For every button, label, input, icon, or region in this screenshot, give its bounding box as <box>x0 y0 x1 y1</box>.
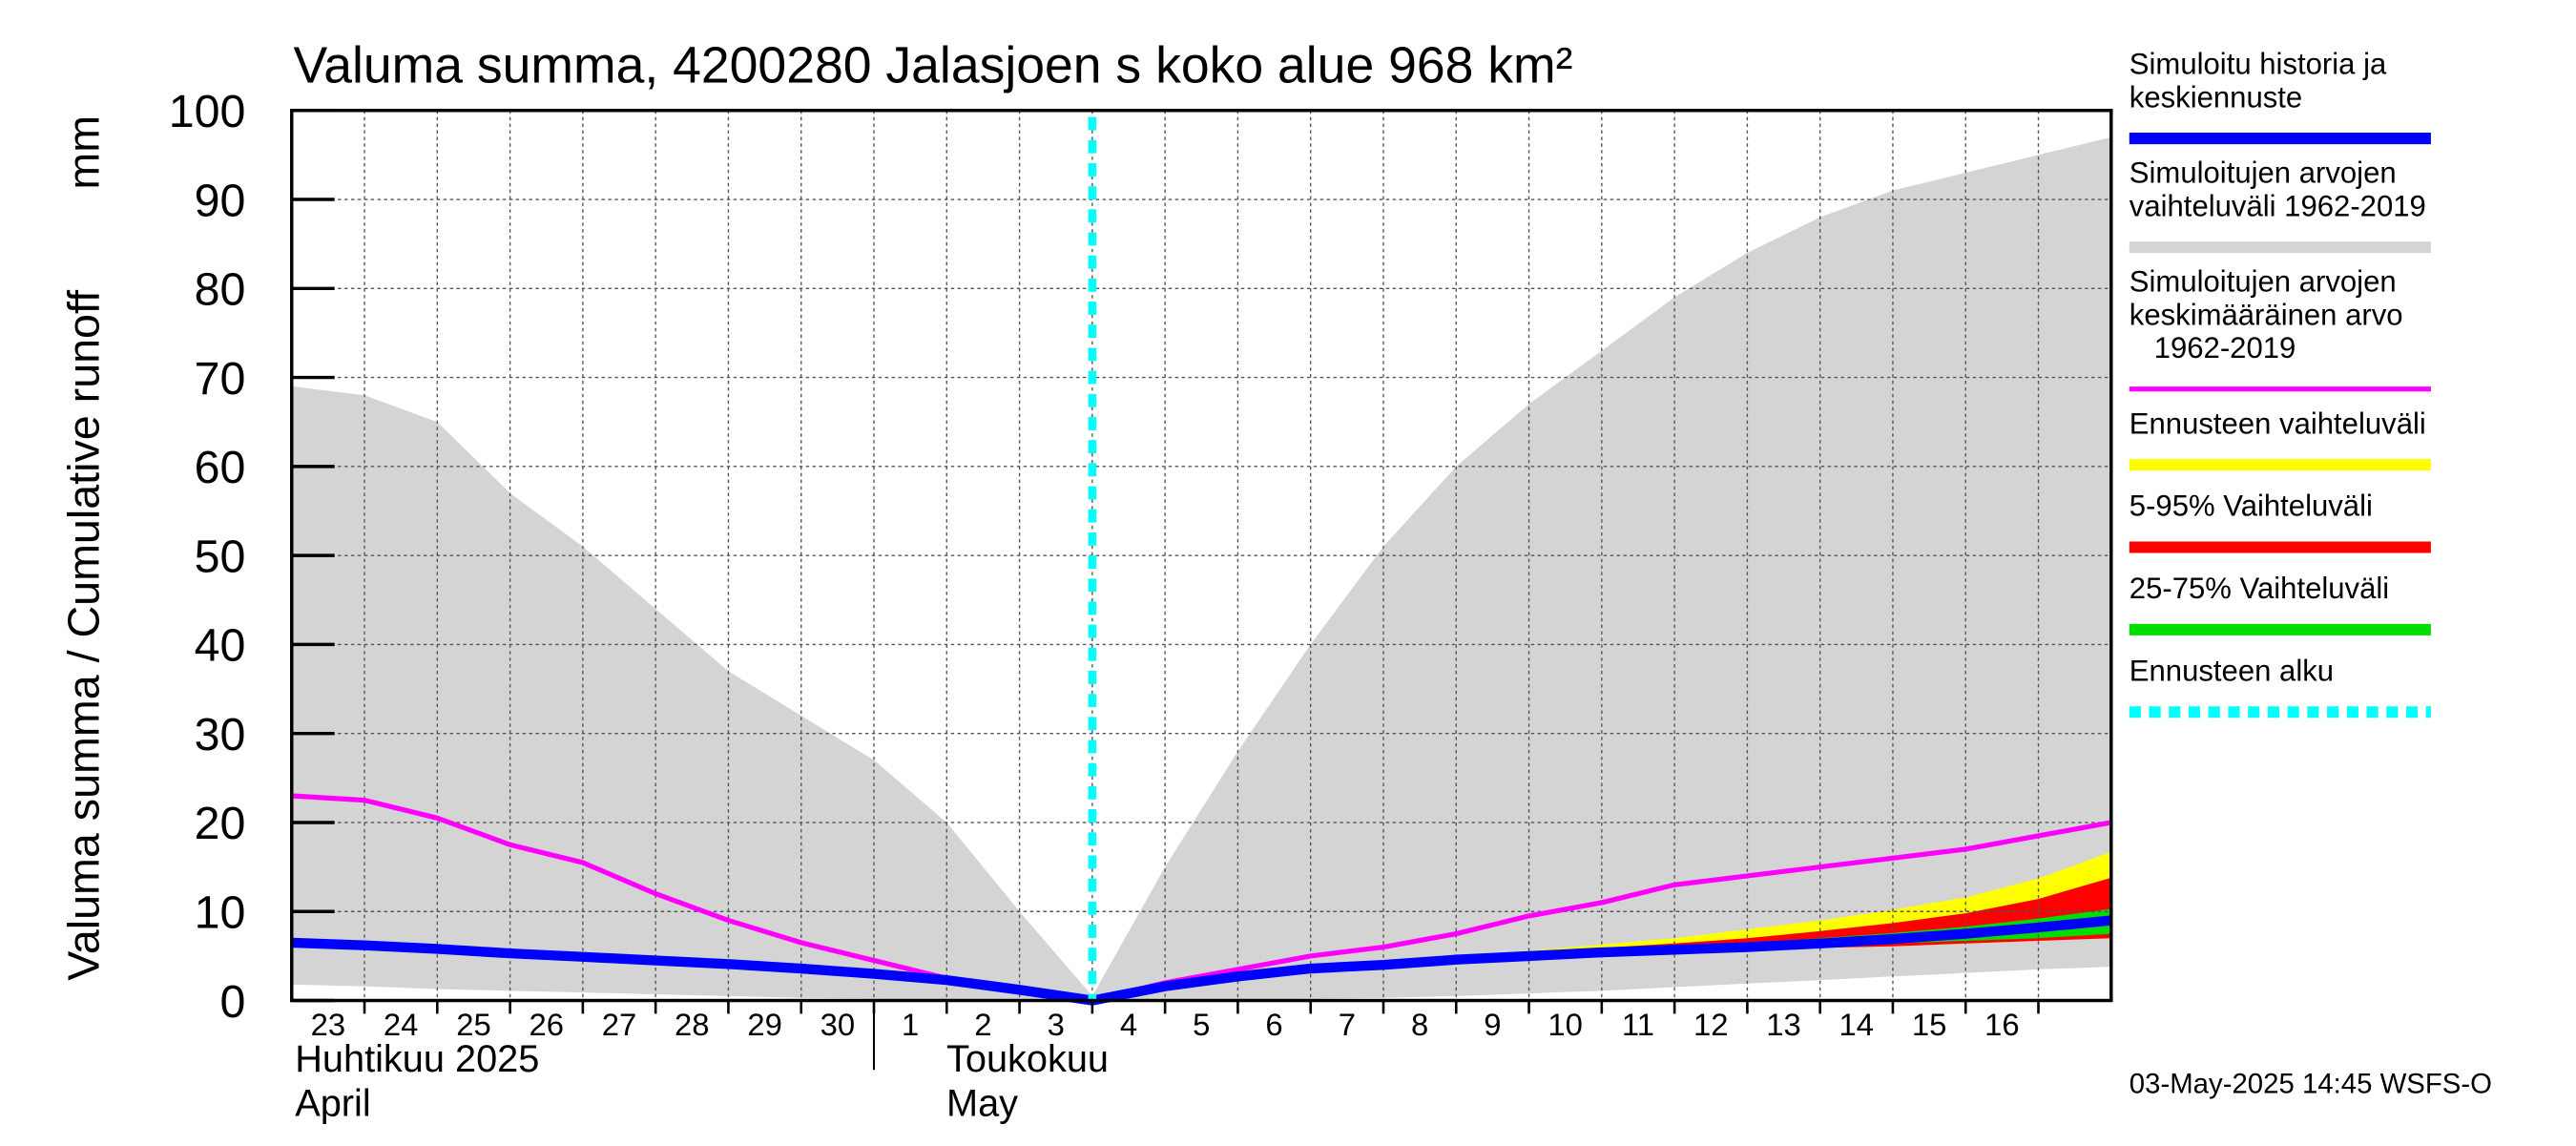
x-tick-label: 1 <box>902 1007 919 1042</box>
line-simuloitujen-arvojen-keskim-r-inen-arvo-1962-2019 <box>291 793 2112 1004</box>
x-tick-label: 7 <box>1339 1007 1356 1042</box>
legend-label: keskiennuste <box>2129 80 2302 114</box>
x-tick-label: 30 <box>821 1007 856 1042</box>
x-tick-label: 6 <box>1265 1007 1282 1042</box>
series-lines <box>291 116 2112 1006</box>
y-tick-label: 0 <box>219 976 245 1028</box>
month-label-fi: Toukokuu <box>946 1038 1109 1080</box>
x-tick-label: 25 <box>456 1007 491 1042</box>
line-simuloitu-historia-ja-keskiennuste <box>291 915 2112 1006</box>
month-label-en: May <box>946 1082 1018 1124</box>
legend-label: Simuloitu historia ja <box>2129 48 2387 81</box>
x-tick-label: 13 <box>1766 1007 1800 1042</box>
y-tick-label: 80 <box>195 264 246 316</box>
y-axis-unit: mm <box>59 115 109 190</box>
y-axis-label: Valuma summa / Cumulative runoff <box>59 289 109 981</box>
legend-label: vaihteluväli 1962-2019 <box>2129 189 2426 222</box>
x-tick-label: 10 <box>1548 1007 1583 1042</box>
x-tick-label: 4 <box>1120 1007 1137 1042</box>
legend-label: 5-95% Vaihteluväli <box>2129 490 2373 523</box>
x-tick-label: 28 <box>675 1007 710 1042</box>
y-tick-label: 40 <box>195 620 246 672</box>
y-tick-label: 100 <box>169 86 246 137</box>
legend-label: keskimääräinen arvo <box>2129 298 2403 331</box>
x-tick-label: 8 <box>1411 1007 1428 1042</box>
y-tick-label: 70 <box>195 353 246 405</box>
y-tick-label: 10 <box>195 887 246 939</box>
footer-timestamp: 03-May-2025 14:45 WSFS-O <box>2129 1068 2492 1099</box>
x-tick-label: 23 <box>311 1007 346 1042</box>
x-tick-label: 15 <box>1912 1007 1947 1042</box>
band-simuloitujen-arvojen-vaihteluv-li-1962-2019 <box>291 136 2111 1001</box>
x-tick-label: 16 <box>1984 1007 2020 1042</box>
legend-label: Ennusteen alku <box>2129 654 2334 687</box>
legend-label: 1962-2019 <box>2129 331 2296 365</box>
x-tick-label: 2 <box>974 1007 991 1042</box>
y-tick-label: 60 <box>195 442 246 493</box>
legend-label: Simuloitujen arvojen <box>2129 156 2397 190</box>
x-tick-label: 14 <box>1839 1007 1875 1042</box>
legend-label: 25-75% Vaihteluväli <box>2129 572 2389 605</box>
x-tick-label: 11 <box>1622 1007 1654 1042</box>
x-tick-label: 27 <box>602 1007 637 1042</box>
x-tick-label: 24 <box>384 1007 419 1042</box>
legend-label: Ennusteen vaihteluväli <box>2129 406 2426 440</box>
month-label-en: April <box>295 1082 370 1124</box>
x-tick-label: 5 <box>1193 1007 1210 1042</box>
x-tick-label: 9 <box>1484 1007 1501 1042</box>
bands <box>291 136 2111 1001</box>
month-label-fi: Huhtikuu 2025 <box>295 1038 539 1080</box>
x-tick-label: 26 <box>529 1007 564 1042</box>
y-tick-label: 50 <box>195 531 246 582</box>
y-tick-label: 30 <box>195 709 246 761</box>
legend-label: Simuloitujen arvojen <box>2129 265 2397 299</box>
x-tick-label: 12 <box>1693 1007 1729 1042</box>
y-tick-label: 90 <box>195 175 246 226</box>
y-tick-label: 20 <box>195 798 246 849</box>
chart-title: Valuma summa, 4200280 Jalasjoen s koko a… <box>293 37 1572 94</box>
x-tick-label: 3 <box>1048 1007 1065 1042</box>
x-tick-label: 29 <box>747 1007 782 1042</box>
